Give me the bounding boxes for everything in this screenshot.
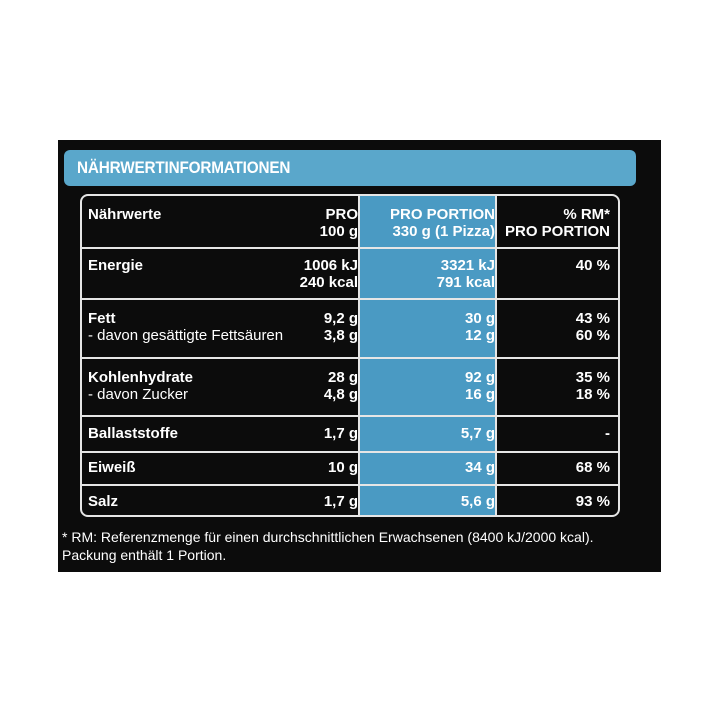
row-label: Salz [88, 493, 119, 510]
column-divider [358, 196, 360, 515]
row-per100: 1006 kJ 240 kcal [299, 257, 358, 291]
header-rm: % RM* PRO PORTION [504, 206, 610, 240]
row-per100: 1,7 g [323, 493, 358, 510]
row-divider [82, 298, 618, 300]
header-per100: PRO 100 g [319, 206, 358, 240]
footnote-reference: * RM: Referenzmenge für einen durchschni… [62, 529, 594, 545]
row-divider [82, 484, 618, 486]
nutrition-header-bar: NÄHRWERTINFORMATIONEN [64, 150, 636, 186]
row-per100: 28 g 4,8 g [323, 369, 358, 403]
row-per100: 9,2 g 3,8 g [323, 310, 358, 344]
header-label: Nährwerte [88, 206, 162, 223]
row-portion: 5,6 g [460, 493, 495, 510]
row-rm: 35 % 18 % [575, 369, 610, 403]
row-label: Ballaststoffe [88, 425, 179, 442]
column-divider [495, 196, 497, 515]
header-portion: PRO PORTION 330 g (1 Pizza) [389, 206, 495, 240]
row-rm: 43 % 60 % [575, 310, 610, 344]
row-portion: 34 g [464, 459, 495, 476]
row-label: Kohlenhydrate - davon Zucker [88, 369, 194, 403]
row-portion: 92 g 16 g [464, 369, 495, 403]
row-divider [82, 247, 618, 249]
row-label: Fett - davon gesättigte Fettsäuren [88, 310, 284, 344]
row-per100: 1,7 g [323, 425, 358, 442]
row-portion: 3321 kJ 791 kcal [436, 257, 495, 291]
row-portion: 5,7 g [460, 425, 495, 442]
row-rm: 68 % [575, 459, 610, 476]
row-label: Eiweiß [88, 459, 136, 476]
footnote-portion: Packung enthält 1 Portion. [62, 547, 227, 563]
nutrition-title: NÄHRWERTINFORMATIONEN [77, 158, 291, 177]
row-divider [82, 451, 618, 453]
row-rm: - [605, 425, 610, 442]
row-rm: 40 % [575, 257, 610, 274]
nutrition-table: Nährwerte PRO 100 g PRO PORTION 330 g (1… [80, 194, 620, 517]
row-rm: 93 % [575, 493, 610, 510]
portion-column-highlight [360, 196, 497, 515]
row-divider [82, 357, 618, 359]
row-per100: 10 g [327, 459, 358, 476]
footnote: * RM: Referenzmenge für einen durchschni… [62, 528, 662, 564]
row-label: Energie [88, 257, 144, 274]
row-divider [82, 415, 618, 417]
row-portion: 30 g 12 g [464, 310, 495, 344]
